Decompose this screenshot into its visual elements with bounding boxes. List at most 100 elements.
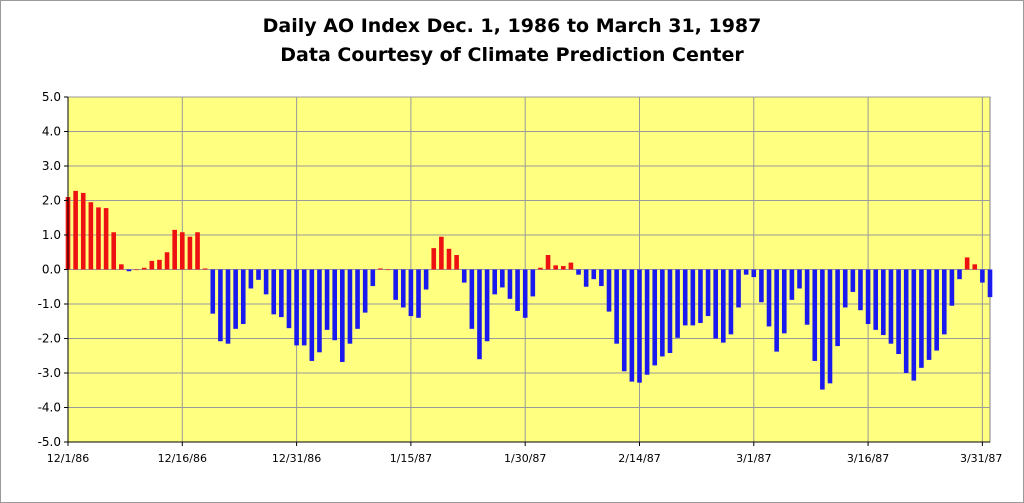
bar-day-13 (164, 252, 170, 270)
bar-day-35 (332, 269, 337, 341)
bar-day-104 (858, 269, 863, 311)
bar-day-11 (149, 260, 155, 270)
y-tick-label: -4.0 (38, 401, 61, 415)
bar-day-80 (675, 269, 680, 338)
bar-day-52 (461, 269, 467, 283)
y-tick-label: 2.0 (42, 194, 61, 208)
x-tick-label: 12/1/86 (47, 452, 89, 465)
y-tick-label: 1.0 (42, 228, 61, 242)
bar-day-60 (522, 269, 528, 318)
bar-day-69 (591, 269, 597, 280)
bar-day-96 (797, 269, 802, 289)
x-axis-ticks: 12/1/86 12/16/86 12/31/86 1/15/87 1/30/87 2/1… (47, 442, 1002, 465)
bar-day-70 (599, 269, 604, 287)
bar-day-24 (248, 269, 254, 289)
bar-day-111 (911, 269, 917, 381)
bar-day-106 (873, 269, 879, 330)
bar-day-53 (469, 269, 475, 329)
bar-day-47 (423, 269, 429, 290)
bar-day-89 (743, 269, 749, 275)
bar-day-87 (728, 269, 734, 335)
bar-day-50 (446, 248, 452, 270)
bar-day-10 (141, 267, 147, 270)
bar-day-56 (492, 269, 498, 295)
bar-day-102 (842, 269, 848, 308)
bar-day-113 (926, 269, 932, 360)
bar-day-86 (721, 269, 726, 343)
bar-day-31 (301, 269, 307, 346)
bar-day-1 (73, 190, 78, 270)
bar-day-85 (713, 269, 718, 339)
x-tick-label: 2/14/87 (618, 452, 660, 465)
bar-day-41 (378, 268, 383, 270)
bar-day-121 (987, 269, 993, 298)
bar-day-49 (439, 236, 444, 270)
bar-day-7 (119, 264, 124, 270)
bar-day-48 (431, 248, 437, 270)
bar-day-107 (881, 269, 886, 336)
y-tick-label: 0.0 (42, 263, 61, 277)
bar-day-54 (477, 269, 482, 360)
bar-day-46 (416, 269, 421, 318)
y-tick-label: 5.0 (42, 90, 61, 104)
bar-day-66 (568, 262, 574, 270)
y-tick-label: -3.0 (38, 366, 61, 380)
bar-day-64 (553, 265, 558, 270)
bar-day-55 (484, 269, 490, 342)
bar-day-37 (347, 269, 353, 344)
bar-day-19 (210, 269, 216, 314)
bar-day-108 (888, 269, 894, 344)
bar-day-8 (126, 269, 132, 272)
x-tick-label: 3/1/87 (736, 452, 771, 465)
bar-day-103 (850, 269, 856, 292)
bar-day-92 (766, 269, 772, 327)
bar-day-16 (187, 236, 193, 270)
bar-day-9 (134, 269, 139, 271)
y-tick-label: -2.0 (38, 332, 61, 346)
chart-subtitle: Data Courtesy of Climate Prediction Cent… (280, 44, 744, 66)
x-tick-label: 1/30/87 (504, 452, 546, 465)
bar-day-105 (865, 269, 871, 325)
y-tick-label: 4.0 (42, 125, 61, 139)
bar-day-40 (370, 269, 376, 287)
bar-day-20 (218, 269, 223, 342)
bar-day-120 (980, 269, 985, 283)
bar-day-62 (538, 267, 543, 270)
bar-day-83 (698, 269, 703, 323)
bar-day-81 (682, 269, 688, 326)
bar-day-58 (507, 269, 513, 299)
bar-day-93 (774, 269, 779, 352)
bar-day-38 (355, 269, 360, 329)
bar-day-114 (934, 269, 939, 351)
bar-day-14 (172, 229, 177, 270)
bar-day-72 (614, 269, 619, 344)
bar-day-90 (751, 269, 757, 278)
bar-day-23 (240, 269, 246, 325)
bar-day-117 (957, 269, 962, 280)
bar-day-110 (903, 269, 909, 373)
bar-day-44 (400, 269, 406, 308)
bar-day-91 (759, 269, 764, 303)
bar-day-98 (812, 269, 818, 361)
bar-day-34 (324, 269, 330, 330)
bar-day-22 (233, 269, 238, 329)
bar-day-42 (385, 269, 391, 271)
bar-day-115 (941, 269, 947, 335)
bar-day-43 (393, 269, 398, 300)
bar-day-112 (919, 269, 924, 368)
bar-day-57 (500, 269, 505, 288)
bar-day-45 (408, 269, 414, 317)
chart-title: Daily AO Index Dec. 1, 1986 to March 31,… (262, 15, 762, 37)
chart-title-block: Daily AO Index Dec. 1, 1986 to March 31,… (0, 12, 1024, 70)
bar-day-33 (317, 269, 322, 353)
bar-day-68 (583, 269, 589, 287)
x-tick-label: 3/16/87 (847, 452, 889, 465)
bar-day-2 (80, 192, 86, 270)
bar-day-30 (294, 269, 299, 346)
bar-day-73 (621, 269, 627, 372)
x-tick-label: 12/31/86 (272, 452, 321, 465)
bar-day-25 (256, 269, 261, 280)
bar-day-71 (606, 269, 612, 312)
bar-day-29 (286, 269, 292, 329)
bar-day-100 (827, 269, 833, 384)
